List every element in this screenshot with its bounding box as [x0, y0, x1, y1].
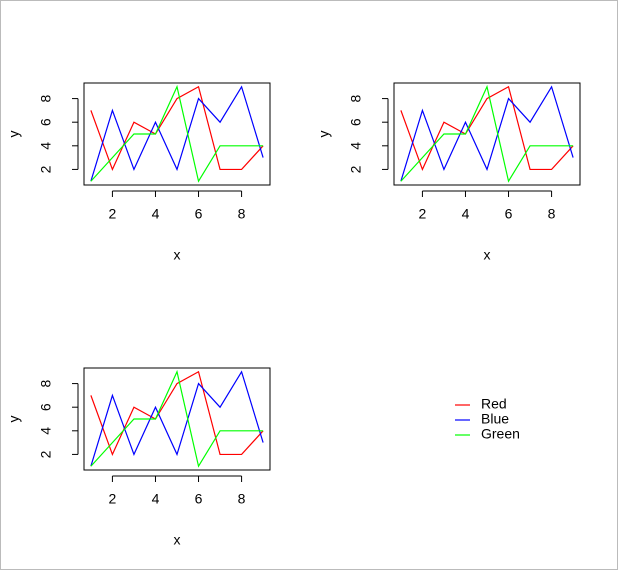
- y-tick-label: 4: [348, 142, 364, 150]
- x-tick-label: 2: [109, 206, 117, 222]
- y-tick-label: 8: [348, 94, 364, 102]
- x-axis-label: x: [484, 247, 491, 263]
- series-line: [400, 84, 574, 183]
- series-line: [400, 85, 574, 182]
- x-tick-label: 2: [109, 491, 117, 507]
- x-tick-label: 8: [548, 206, 556, 222]
- y-tick-label: 6: [38, 403, 54, 411]
- y-axis-label: y: [316, 131, 332, 138]
- legend-label: Blue: [481, 411, 509, 427]
- series-line: [400, 85, 574, 171]
- x-tick-label: 4: [152, 206, 160, 222]
- y-tick-label: 6: [38, 118, 54, 126]
- x-tick-label: 6: [195, 206, 203, 222]
- legend-label: Red: [481, 396, 507, 412]
- plot-box: [83, 82, 271, 186]
- x-tick-label: 8: [238, 206, 246, 222]
- series-line: [90, 369, 264, 468]
- y-tick-label: 2: [38, 165, 54, 173]
- y-tick-label: 6: [348, 118, 364, 126]
- x-tick-label: 8: [238, 491, 246, 507]
- y-tick-label: 2: [348, 165, 364, 173]
- y-axis-label: y: [6, 416, 22, 423]
- x-axis-label: x: [174, 532, 181, 548]
- x-tick-label: 6: [195, 491, 203, 507]
- y-axis-label: y: [6, 131, 22, 138]
- y-tick-label: 4: [38, 142, 54, 150]
- series-line: [90, 84, 264, 183]
- y-tick-label: 2: [38, 450, 54, 458]
- series-line: [90, 370, 264, 467]
- x-tick-label: 2: [419, 206, 427, 222]
- x-tick-label: 6: [505, 206, 513, 222]
- y-tick-label: 8: [38, 94, 54, 102]
- plot-box: [83, 367, 271, 471]
- legend-label: Green: [481, 426, 520, 442]
- series-line: [90, 85, 264, 182]
- x-tick-label: 4: [152, 491, 160, 507]
- series-line: [90, 85, 264, 171]
- y-tick-label: 4: [38, 427, 54, 435]
- plot-box: [393, 82, 581, 186]
- x-tick-label: 4: [462, 206, 470, 222]
- series-line: [90, 370, 264, 456]
- x-axis-label: x: [174, 247, 181, 263]
- y-tick-label: 8: [38, 379, 54, 387]
